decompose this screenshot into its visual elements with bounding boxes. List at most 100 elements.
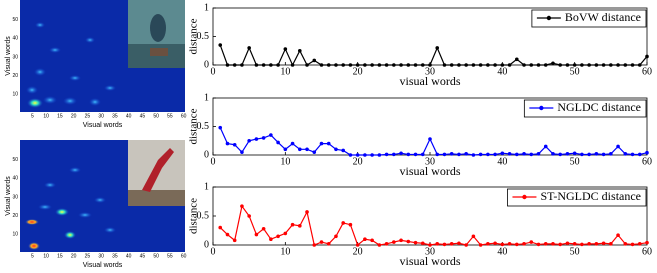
point	[580, 153, 584, 157]
point	[255, 137, 259, 141]
point	[522, 152, 526, 156]
point	[587, 153, 591, 157]
y-tick-label: 1	[204, 2, 209, 13]
heatmap-x-tick-label: 15	[57, 113, 63, 119]
point	[421, 153, 425, 157]
point	[645, 241, 649, 245]
point	[312, 59, 316, 63]
point	[363, 237, 367, 241]
point	[385, 63, 389, 67]
x-tick-label: 60	[642, 246, 652, 257]
heatmap-x-tick-label: 30	[98, 253, 104, 259]
point	[464, 63, 468, 67]
heatmap-x-tick-label: 55	[167, 113, 173, 119]
point	[291, 142, 295, 146]
point	[341, 149, 345, 153]
point	[631, 243, 635, 247]
heatmap-x-label: Visual words	[83, 122, 123, 129]
point	[457, 63, 461, 67]
heatmap-x-tick-label: 35	[112, 253, 118, 259]
point	[616, 233, 620, 237]
point	[616, 63, 620, 67]
point	[479, 243, 483, 247]
point	[457, 153, 461, 157]
point	[428, 243, 432, 247]
point	[558, 243, 562, 247]
heatmap-x-tick-label: 15	[57, 253, 63, 259]
x-tick-label: 20	[353, 156, 363, 167]
point	[522, 63, 526, 67]
point	[370, 239, 374, 243]
heatmap-x-tick-label: 20	[71, 253, 77, 259]
point	[529, 240, 533, 244]
point	[414, 153, 418, 157]
x-tick-label: 50	[570, 156, 580, 167]
point	[298, 224, 302, 228]
point	[240, 150, 244, 154]
x-axis-label: visual words	[400, 254, 461, 268]
y-axis-label: distance	[188, 198, 200, 234]
point	[226, 142, 230, 146]
y-axis-label: distance	[188, 18, 200, 54]
point	[450, 63, 454, 67]
point	[501, 243, 505, 247]
point	[363, 153, 367, 157]
point	[443, 153, 447, 157]
point	[464, 243, 468, 247]
point	[544, 242, 548, 246]
point	[428, 63, 432, 67]
point	[508, 242, 512, 246]
point	[479, 63, 483, 67]
point	[493, 153, 497, 157]
heatmap-x-tick-label: 40	[126, 113, 132, 119]
point	[327, 63, 331, 67]
point	[370, 153, 374, 157]
point	[587, 242, 591, 246]
heatmap-x-tick-label: 30	[98, 113, 104, 119]
heatmap-y-label: Visual words	[5, 176, 12, 216]
point	[349, 63, 353, 67]
point	[616, 145, 620, 149]
point	[226, 233, 230, 237]
point	[537, 152, 541, 156]
legend: NGLDC distance	[524, 100, 646, 117]
point	[609, 242, 613, 246]
point	[529, 153, 533, 157]
point	[262, 63, 266, 67]
y-tick-label: 0	[204, 149, 209, 160]
legend-marker	[547, 16, 551, 20]
point	[334, 63, 338, 67]
point	[587, 63, 591, 67]
x-tick-label: 50	[570, 246, 580, 257]
point	[624, 152, 628, 156]
x-tick-label: 60	[642, 66, 652, 77]
point	[435, 242, 439, 246]
point	[218, 126, 222, 130]
point	[407, 153, 411, 157]
heatmap-x-tick-label: 50	[153, 253, 159, 259]
heatmap-x-label: Visual words	[83, 262, 123, 269]
point	[291, 63, 295, 67]
heatmap-x-tick-label: 35	[112, 113, 118, 119]
point	[276, 141, 280, 145]
point	[341, 63, 345, 67]
heatmap-x-tick-label: 10	[43, 253, 49, 259]
x-tick-label: 10	[280, 156, 290, 167]
point	[457, 241, 461, 245]
legend-marker	[522, 195, 526, 199]
heatmap-x-tick-label: 45	[140, 253, 146, 259]
heatmap-x-tick-label: 60	[181, 113, 187, 119]
heatmap-y-tick-label: 50	[12, 157, 18, 163]
point	[247, 214, 251, 218]
point	[392, 153, 396, 157]
point	[573, 242, 577, 246]
point	[414, 63, 418, 67]
heatmap-x-tick-label: 10	[43, 113, 49, 119]
point	[602, 153, 606, 157]
x-tick-label: 0	[211, 156, 216, 167]
heatmap-y-tick-label: 20	[12, 73, 18, 79]
point	[428, 137, 432, 141]
point	[486, 242, 490, 246]
point	[443, 63, 447, 67]
point	[486, 153, 490, 157]
